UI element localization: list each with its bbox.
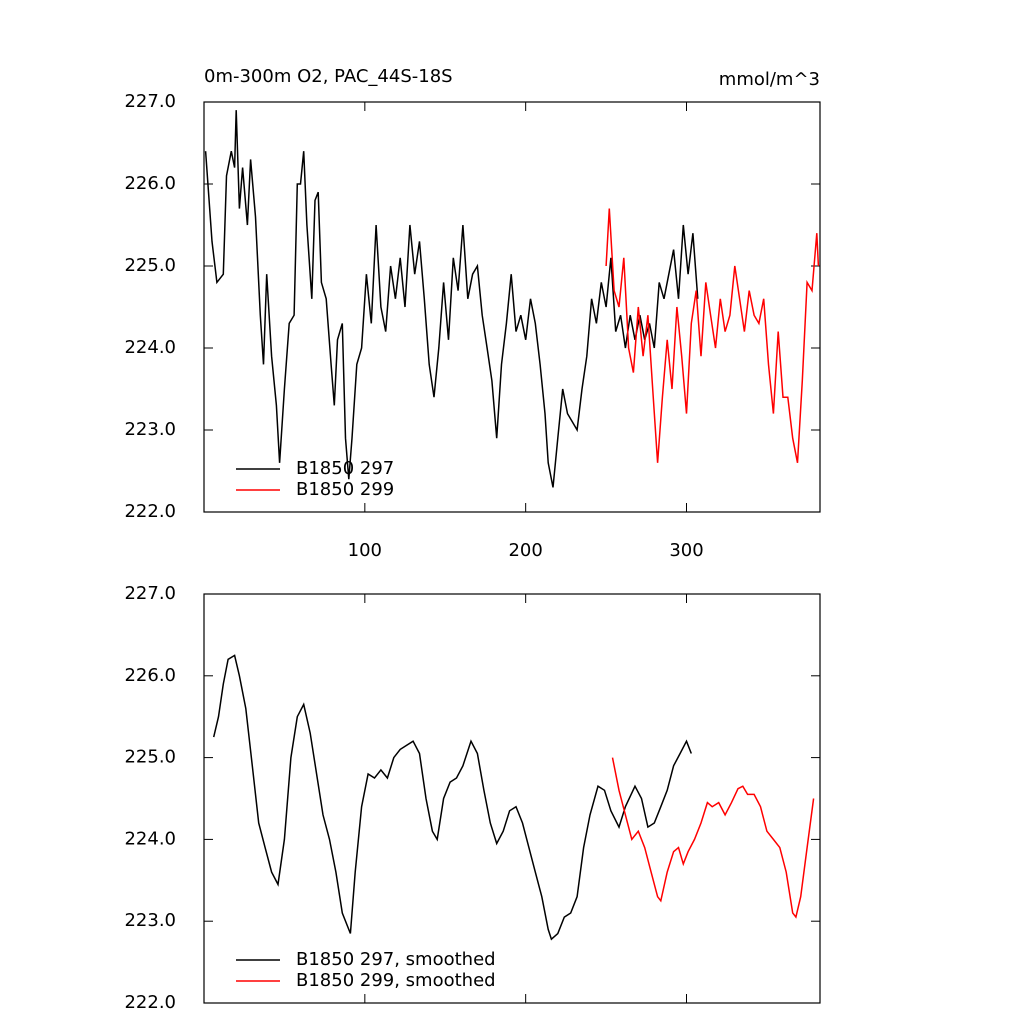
x-tick-label: 300 xyxy=(669,540,703,561)
legend-label: B1850 299, smoothed xyxy=(296,970,496,991)
legend-label: B1850 297, smoothed xyxy=(296,949,496,970)
y-tick-label: 224.0 xyxy=(124,828,176,849)
x-tick-label: 100 xyxy=(348,540,382,561)
y-tick-label: 223.0 xyxy=(124,419,176,440)
y-tick-label: 227.0 xyxy=(124,583,176,604)
y-tick-label: 227.0 xyxy=(124,91,176,112)
data-line xyxy=(212,654,692,941)
x-tick-label: 200 xyxy=(508,540,542,561)
y-tick-label: 222.0 xyxy=(124,992,176,1013)
data-line xyxy=(204,110,699,488)
y-tick-label: 222.0 xyxy=(124,501,176,522)
y-tick-label: 223.0 xyxy=(124,910,176,931)
y-tick-label: 226.0 xyxy=(124,665,176,686)
data-line xyxy=(605,208,820,463)
y-tick-label: 226.0 xyxy=(124,173,176,194)
units-label: mmol/m^3 xyxy=(719,69,820,90)
legend-label: B1850 299 xyxy=(296,479,394,500)
y-tick-label: 224.0 xyxy=(124,337,176,358)
legend-label: B1850 297 xyxy=(296,458,394,479)
plot-frame xyxy=(203,101,821,513)
y-tick-label: 225.0 xyxy=(124,747,176,768)
y-tick-label: 225.0 xyxy=(124,255,176,276)
data-line xyxy=(611,757,815,919)
plot-frame xyxy=(203,593,821,1004)
chart-title: 0m-300m O2, PAC_44S-18S xyxy=(204,66,453,87)
